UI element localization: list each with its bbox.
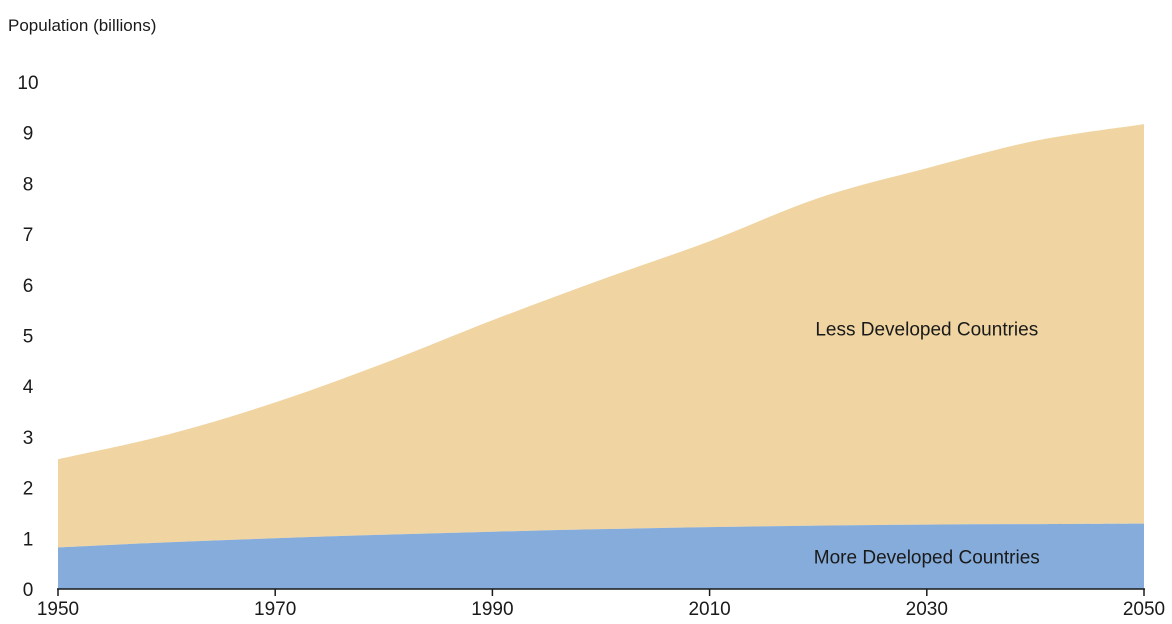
y-axis-title: Population (billions) bbox=[8, 16, 156, 35]
y-tick-label: 7 bbox=[23, 225, 34, 246]
y-tick-label: 0 bbox=[23, 580, 34, 601]
y-tick-label: 2 bbox=[23, 479, 34, 500]
x-tick-label: 1970 bbox=[254, 599, 296, 620]
series-label-more-developed-countries: More Developed Countries bbox=[814, 548, 1040, 569]
y-tick-label: 6 bbox=[23, 276, 34, 297]
y-tick-label: 8 bbox=[23, 174, 34, 195]
y-tick-label: 3 bbox=[23, 428, 34, 449]
x-axis: 1950 1970 1990 2010 2030 2050 bbox=[37, 588, 1165, 620]
y-tick-label: 10 bbox=[17, 73, 38, 94]
x-tick-label: 1950 bbox=[37, 599, 79, 620]
area-series-group bbox=[58, 124, 1144, 589]
x-tick-label: 1990 bbox=[471, 599, 513, 620]
x-tick-label: 2050 bbox=[1123, 599, 1165, 620]
y-tick-labels: 0 1 2 3 4 5 6 7 8 9 10 bbox=[17, 73, 38, 601]
series-labels: More Developed Countries Less Developed C… bbox=[814, 320, 1040, 569]
area-less-developed-countries bbox=[58, 124, 1144, 548]
x-tick-label: 2010 bbox=[688, 599, 730, 620]
y-tick-label: 9 bbox=[23, 124, 34, 145]
x-tick-label: 2030 bbox=[906, 599, 948, 620]
area-more-developed-countries bbox=[58, 523, 1144, 589]
y-tick-label: 1 bbox=[23, 529, 34, 550]
series-label-less-developed-countries: Less Developed Countries bbox=[815, 320, 1038, 341]
y-tick-label: 4 bbox=[23, 377, 34, 398]
y-tick-label: 5 bbox=[23, 327, 34, 348]
